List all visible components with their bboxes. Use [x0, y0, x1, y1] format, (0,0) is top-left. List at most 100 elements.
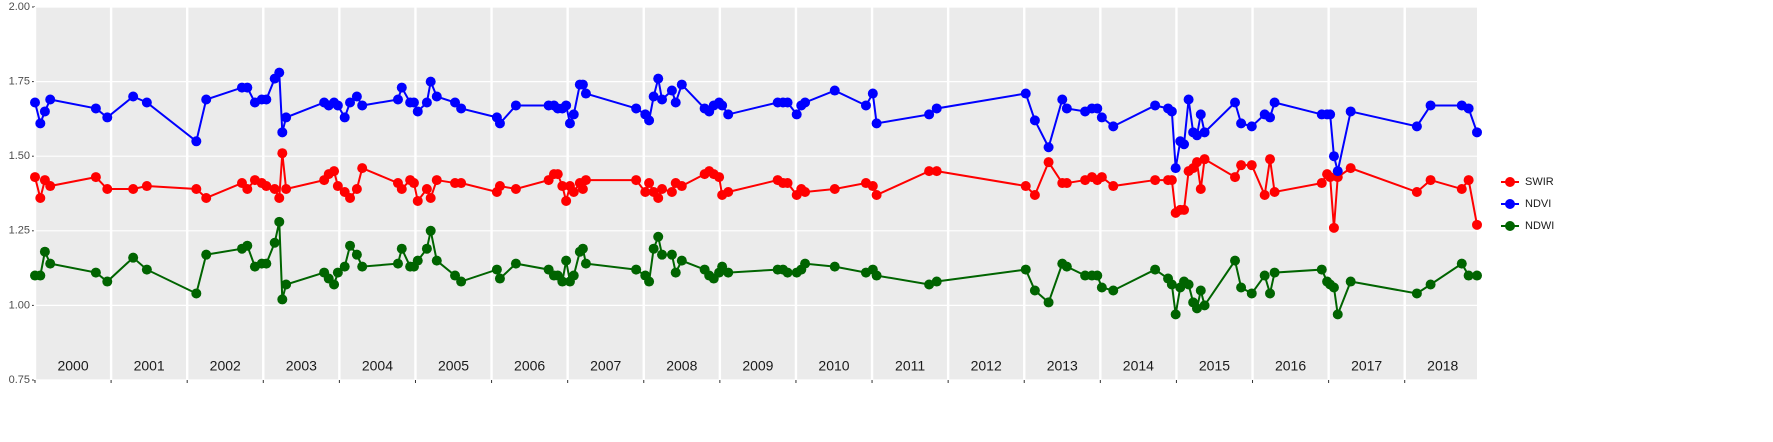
point [1472, 270, 1482, 281]
point [666, 85, 677, 96]
point [1265, 288, 1276, 299]
point [1265, 154, 1276, 165]
point [568, 109, 579, 120]
year-label: 2015 [1199, 358, 1230, 374]
point [1195, 109, 1206, 120]
point [561, 195, 572, 206]
point [1199, 127, 1210, 138]
legend-label: SWIR [1525, 176, 1554, 188]
point [1166, 279, 1177, 290]
point [1195, 285, 1206, 296]
point [1230, 172, 1241, 183]
point [261, 94, 272, 105]
point [1246, 160, 1257, 171]
point [141, 181, 152, 192]
point [931, 103, 942, 114]
point [1096, 282, 1107, 293]
point [242, 184, 253, 195]
point [90, 172, 101, 183]
point [128, 252, 139, 263]
point [782, 267, 793, 278]
point [644, 276, 655, 287]
point [1150, 175, 1161, 186]
point [345, 240, 356, 251]
point [494, 181, 505, 192]
point [269, 237, 280, 248]
point [201, 94, 212, 105]
point [1236, 160, 1247, 171]
point [1150, 100, 1161, 111]
point [670, 97, 681, 108]
point [494, 118, 505, 129]
point [90, 103, 101, 114]
point [1259, 270, 1270, 281]
point [717, 100, 728, 111]
point [791, 109, 802, 120]
point [1191, 157, 1202, 168]
legend-label: NDVI [1525, 198, 1551, 210]
point [1345, 163, 1356, 174]
point [1183, 279, 1194, 290]
point [631, 175, 642, 186]
point [128, 91, 139, 102]
point [871, 189, 882, 200]
point [653, 192, 664, 203]
year-label: 2016 [1275, 358, 1306, 374]
point [1316, 178, 1327, 189]
point [201, 192, 212, 203]
point [1061, 103, 1072, 114]
year-label: 2010 [818, 358, 849, 374]
point [357, 163, 368, 174]
point [924, 109, 935, 120]
point [39, 106, 50, 117]
point [1259, 189, 1270, 200]
point [201, 249, 212, 260]
point [274, 67, 285, 78]
point [425, 76, 436, 87]
point [332, 181, 343, 192]
point [274, 192, 285, 203]
point [396, 184, 407, 195]
point [723, 267, 734, 278]
point [1325, 109, 1336, 120]
point [666, 249, 677, 260]
point [1170, 163, 1181, 174]
point [102, 112, 113, 123]
point [35, 192, 46, 203]
legend-label: NDWI [1525, 220, 1554, 232]
year-label: 2003 [286, 358, 317, 374]
point [568, 187, 579, 198]
point [564, 118, 575, 129]
point [261, 181, 272, 192]
point [510, 258, 521, 269]
y-tick-label: 0.75 [9, 374, 30, 386]
point [1425, 100, 1436, 111]
point [1150, 264, 1161, 275]
point [644, 115, 655, 126]
point [1108, 285, 1119, 296]
point [653, 231, 664, 242]
point [329, 166, 340, 177]
point [644, 178, 655, 189]
point [924, 279, 935, 290]
point [30, 97, 40, 108]
point [431, 91, 442, 102]
point [1080, 270, 1091, 281]
point [191, 184, 202, 195]
point [640, 187, 651, 198]
point [829, 85, 840, 96]
point [1191, 303, 1202, 314]
point [1246, 288, 1257, 299]
point [561, 100, 572, 111]
point [357, 261, 368, 272]
point [510, 100, 521, 111]
point [931, 276, 942, 287]
year-label: 2013 [1047, 358, 1078, 374]
point [45, 181, 56, 192]
point [1269, 267, 1280, 278]
point [829, 261, 840, 272]
point [1236, 282, 1247, 293]
point [1057, 94, 1068, 105]
point [1236, 118, 1247, 129]
point [329, 279, 340, 290]
